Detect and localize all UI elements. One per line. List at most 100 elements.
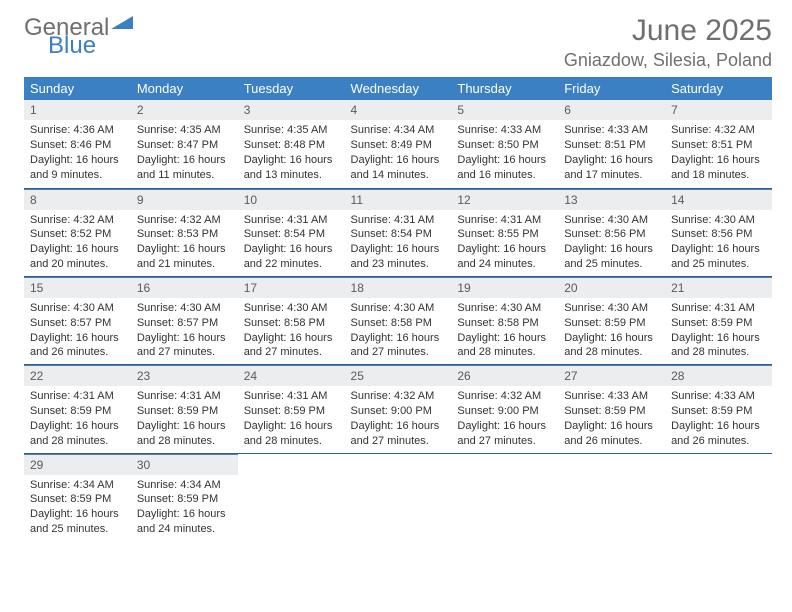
calendar-day-cell: 24Sunrise: 4:31 AMSunset: 8:59 PMDayligh… [238, 365, 345, 453]
day-number: 11 [345, 189, 452, 210]
day-details: Sunrise: 4:30 AMSunset: 8:56 PMDaylight:… [558, 210, 665, 276]
sunrise-text: Sunrise: 4:33 AM [671, 389, 766, 404]
calendar-day-cell: 25Sunrise: 4:32 AMSunset: 9:00 PMDayligh… [345, 365, 452, 453]
sunset-text: Sunset: 8:58 PM [244, 316, 339, 331]
sunrise-text: Sunrise: 4:30 AM [457, 301, 552, 316]
calendar-day-cell: 30Sunrise: 4:34 AMSunset: 8:59 PMDayligh… [131, 453, 238, 541]
day-details: Sunrise: 4:30 AMSunset: 8:56 PMDaylight:… [665, 210, 772, 276]
day-details: Sunrise: 4:34 AMSunset: 8:59 PMDaylight:… [131, 475, 238, 541]
sunset-text: Sunset: 8:55 PM [457, 227, 552, 242]
day-details: Sunrise: 4:36 AMSunset: 8:46 PMDaylight:… [24, 120, 131, 186]
weekday-header: Tuesday [238, 77, 345, 100]
weekday-header: Thursday [451, 77, 558, 100]
sunset-text: Sunset: 8:59 PM [564, 404, 659, 419]
day-details: Sunrise: 4:32 AMSunset: 9:00 PMDaylight:… [451, 386, 558, 452]
sunrise-text: Sunrise: 4:34 AM [351, 123, 446, 138]
day-number: 29 [24, 454, 131, 475]
sunset-text: Sunset: 8:57 PM [30, 316, 125, 331]
daylight-text: Daylight: 16 hours and 25 minutes. [30, 507, 125, 537]
weekday-header: Saturday [665, 77, 772, 100]
sunrise-text: Sunrise: 4:31 AM [137, 389, 232, 404]
sunset-text: Sunset: 8:56 PM [564, 227, 659, 242]
sunset-text: Sunset: 8:59 PM [137, 492, 232, 507]
calendar-day-cell: 20Sunrise: 4:30 AMSunset: 8:59 PMDayligh… [558, 276, 665, 364]
sunset-text: Sunset: 8:58 PM [351, 316, 446, 331]
day-number: 8 [24, 189, 131, 210]
day-number: 20 [558, 277, 665, 298]
day-details: Sunrise: 4:32 AMSunset: 9:00 PMDaylight:… [345, 386, 452, 452]
calendar-day-cell: 14Sunrise: 4:30 AMSunset: 8:56 PMDayligh… [665, 188, 772, 276]
day-details: Sunrise: 4:31 AMSunset: 8:59 PMDaylight:… [238, 386, 345, 452]
sunrise-text: Sunrise: 4:32 AM [671, 123, 766, 138]
day-number: 21 [665, 277, 772, 298]
daylight-text: Daylight: 16 hours and 26 minutes. [671, 419, 766, 449]
day-details: Sunrise: 4:30 AMSunset: 8:58 PMDaylight:… [238, 298, 345, 364]
daylight-text: Daylight: 16 hours and 24 minutes. [457, 242, 552, 272]
day-number: 13 [558, 189, 665, 210]
sunset-text: Sunset: 8:56 PM [671, 227, 766, 242]
daylight-text: Daylight: 16 hours and 27 minutes. [137, 331, 232, 361]
daylight-text: Daylight: 16 hours and 28 minutes. [137, 419, 232, 449]
logo: General Blue [24, 14, 133, 58]
day-details: Sunrise: 4:32 AMSunset: 8:51 PMDaylight:… [665, 120, 772, 186]
day-details: Sunrise: 4:34 AMSunset: 8:59 PMDaylight:… [24, 475, 131, 541]
calendar-day-cell: 15Sunrise: 4:30 AMSunset: 8:57 PMDayligh… [24, 276, 131, 364]
daylight-text: Daylight: 16 hours and 27 minutes. [351, 331, 446, 361]
sunrise-text: Sunrise: 4:31 AM [244, 213, 339, 228]
calendar-day-cell [345, 453, 452, 541]
sunset-text: Sunset: 8:54 PM [351, 227, 446, 242]
daylight-text: Daylight: 16 hours and 20 minutes. [30, 242, 125, 272]
calendar-day-cell: 13Sunrise: 4:30 AMSunset: 8:56 PMDayligh… [558, 188, 665, 276]
day-details: Sunrise: 4:31 AMSunset: 8:59 PMDaylight:… [24, 386, 131, 452]
day-details: Sunrise: 4:34 AMSunset: 8:49 PMDaylight:… [345, 120, 452, 186]
calendar-day-cell [558, 453, 665, 541]
daylight-text: Daylight: 16 hours and 28 minutes. [457, 331, 552, 361]
sunrise-text: Sunrise: 4:31 AM [671, 301, 766, 316]
calendar-day-cell: 9Sunrise: 4:32 AMSunset: 8:53 PMDaylight… [131, 188, 238, 276]
calendar-day-cell: 8Sunrise: 4:32 AMSunset: 8:52 PMDaylight… [24, 188, 131, 276]
sunset-text: Sunset: 9:00 PM [351, 404, 446, 419]
sunrise-text: Sunrise: 4:32 AM [30, 213, 125, 228]
sunrise-text: Sunrise: 4:31 AM [351, 213, 446, 228]
day-number: 6 [558, 100, 665, 120]
daylight-text: Daylight: 16 hours and 28 minutes. [671, 331, 766, 361]
location-text: Gniazdow, Silesia, Poland [564, 50, 772, 71]
weekday-header: Wednesday [345, 77, 452, 100]
day-details: Sunrise: 4:33 AMSunset: 8:50 PMDaylight:… [451, 120, 558, 186]
sunset-text: Sunset: 8:59 PM [564, 316, 659, 331]
sunrise-text: Sunrise: 4:33 AM [457, 123, 552, 138]
day-number: 24 [238, 365, 345, 386]
sunrise-text: Sunrise: 4:30 AM [30, 301, 125, 316]
calendar-day-cell: 26Sunrise: 4:32 AMSunset: 9:00 PMDayligh… [451, 365, 558, 453]
day-details: Sunrise: 4:33 AMSunset: 8:51 PMDaylight:… [558, 120, 665, 186]
daylight-text: Daylight: 16 hours and 27 minutes. [351, 419, 446, 449]
day-details: Sunrise: 4:31 AMSunset: 8:59 PMDaylight:… [665, 298, 772, 364]
daylight-text: Daylight: 16 hours and 25 minutes. [564, 242, 659, 272]
sunrise-text: Sunrise: 4:32 AM [137, 213, 232, 228]
calendar-week-row: 8Sunrise: 4:32 AMSunset: 8:52 PMDaylight… [24, 188, 772, 276]
sunrise-text: Sunrise: 4:35 AM [244, 123, 339, 138]
calendar-day-cell: 1Sunrise: 4:36 AMSunset: 8:46 PMDaylight… [24, 100, 131, 188]
calendar-day-cell [451, 453, 558, 541]
calendar-week-row: 29Sunrise: 4:34 AMSunset: 8:59 PMDayligh… [24, 453, 772, 541]
sunrise-text: Sunrise: 4:30 AM [244, 301, 339, 316]
sunset-text: Sunset: 8:59 PM [137, 404, 232, 419]
calendar-day-cell: 10Sunrise: 4:31 AMSunset: 8:54 PMDayligh… [238, 188, 345, 276]
calendar-week-row: 15Sunrise: 4:30 AMSunset: 8:57 PMDayligh… [24, 276, 772, 364]
day-details: Sunrise: 4:30 AMSunset: 8:57 PMDaylight:… [24, 298, 131, 364]
sunrise-text: Sunrise: 4:30 AM [564, 301, 659, 316]
day-details: Sunrise: 4:31 AMSunset: 8:59 PMDaylight:… [131, 386, 238, 452]
calendar-day-cell: 17Sunrise: 4:30 AMSunset: 8:58 PMDayligh… [238, 276, 345, 364]
calendar-day-cell: 4Sunrise: 4:34 AMSunset: 8:49 PMDaylight… [345, 100, 452, 188]
sunrise-text: Sunrise: 4:33 AM [564, 123, 659, 138]
sunset-text: Sunset: 8:54 PM [244, 227, 339, 242]
sunrise-text: Sunrise: 4:34 AM [30, 478, 125, 493]
daylight-text: Daylight: 16 hours and 21 minutes. [137, 242, 232, 272]
calendar-day-cell [238, 453, 345, 541]
sunrise-text: Sunrise: 4:30 AM [671, 213, 766, 228]
day-number: 5 [451, 100, 558, 120]
sunrise-text: Sunrise: 4:30 AM [351, 301, 446, 316]
calendar-day-cell: 22Sunrise: 4:31 AMSunset: 8:59 PMDayligh… [24, 365, 131, 453]
day-number: 27 [558, 365, 665, 386]
sunset-text: Sunset: 8:46 PM [30, 138, 125, 153]
